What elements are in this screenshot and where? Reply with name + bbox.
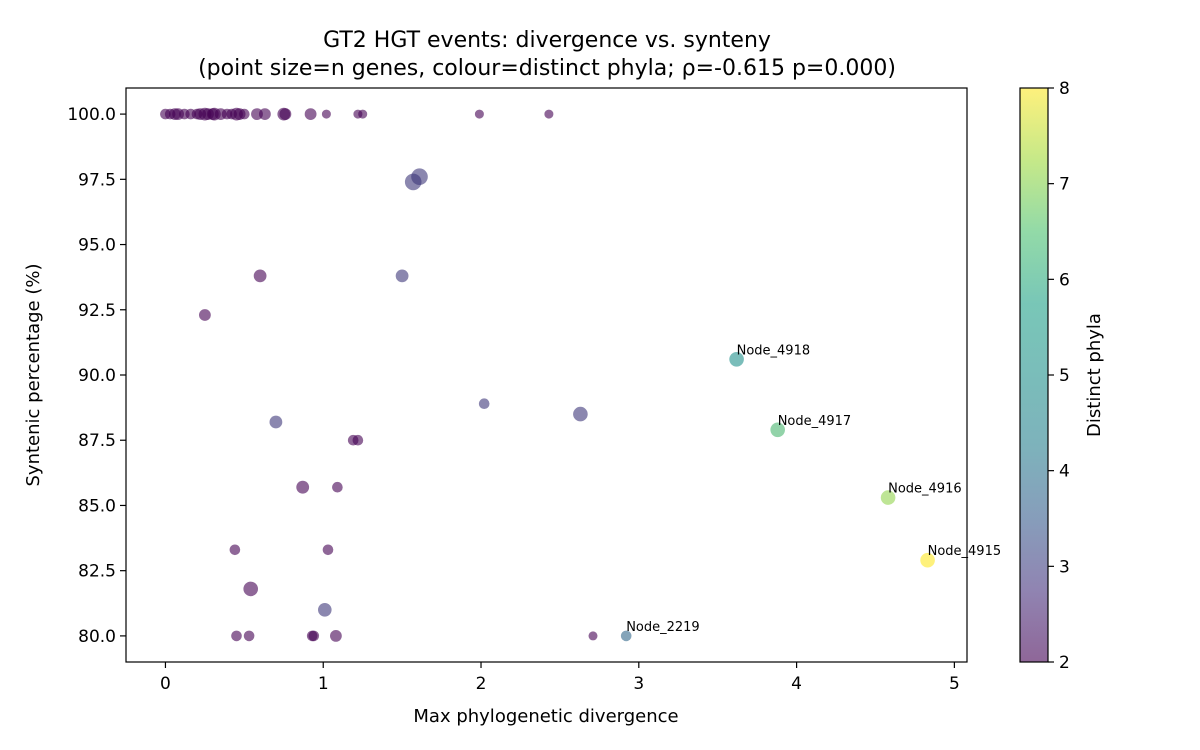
y-tick-label: 92.5 — [78, 301, 116, 321]
chart-title-line-1: GT2 HGT events: divergence vs. synteny — [323, 28, 771, 53]
data-point — [330, 630, 342, 642]
y-tick-label: 85.0 — [78, 496, 116, 516]
y-axis-label: Syntenic percentage (%) — [23, 264, 44, 487]
chart-title-line-2: (point size=n genes, colour=distinct phy… — [198, 56, 896, 81]
y-tick-label: 100.0 — [67, 105, 116, 125]
data-point — [231, 630, 242, 642]
x-tick-label: 4 — [791, 674, 802, 694]
data-point — [259, 108, 271, 120]
data-point — [920, 552, 935, 568]
data-point — [308, 630, 320, 642]
colorbar-tick-label: 3 — [1059, 557, 1070, 577]
data-point — [279, 108, 292, 120]
data-point — [304, 108, 317, 120]
point-label: Node_4917 — [778, 414, 852, 429]
x-axis: 0 1 2 3 4 5 — [160, 662, 960, 694]
x-axis-label: Max phylogenetic divergence — [413, 706, 678, 727]
data-point — [253, 269, 267, 283]
data-point — [332, 481, 343, 493]
x-tick-label: 3 — [633, 674, 644, 694]
y-axis: 80.0 82.5 85.0 87.5 90.0 92.5 95.0 97.5 100.0 — [67, 105, 126, 647]
data-point — [395, 269, 409, 283]
data-point — [588, 631, 598, 641]
data-point — [322, 544, 334, 556]
data-point — [318, 603, 332, 617]
data-point — [358, 109, 368, 119]
x-tick-label: 0 — [160, 674, 171, 694]
data-point — [239, 108, 250, 120]
colorbar-tick-label: 2 — [1059, 653, 1070, 673]
plot-frame — [125, 87, 968, 663]
data-point — [269, 415, 283, 429]
y-tick-label: 95.0 — [78, 236, 116, 256]
data-point — [411, 168, 428, 185]
point-labels-layer: Node_4918 Node_4917 Node_4916 Node_4915 Node… — [626, 343, 1001, 635]
colorbar-label: Distinct phyla — [1084, 313, 1105, 437]
data-point — [321, 109, 331, 119]
colorbar-axis: 2 3 4 5 6 7 8 — [1048, 79, 1070, 673]
colorbar-tick-label: 8 — [1059, 79, 1070, 99]
point-label: Node_2219 — [626, 620, 700, 635]
data-point — [544, 109, 554, 119]
colorbar-tick-label: 5 — [1059, 366, 1070, 386]
y-tick-label: 90.0 — [78, 366, 116, 386]
x-tick-label: 2 — [476, 674, 487, 694]
data-point — [880, 490, 896, 505]
colorbar — [1020, 88, 1048, 662]
data-point — [243, 630, 255, 642]
data-point — [199, 309, 211, 321]
point-label: Node_4916 — [888, 482, 962, 497]
y-tick-label: 87.5 — [78, 431, 116, 451]
point-label: Node_4915 — [928, 544, 1002, 559]
x-tick-label: 5 — [949, 674, 960, 694]
y-tick-label: 82.5 — [78, 562, 116, 582]
y-tick-label: 80.0 — [78, 627, 116, 647]
data-point — [243, 581, 258, 597]
data-point — [729, 352, 744, 367]
y-tick-label: 97.5 — [78, 170, 116, 190]
point-label: Node_4918 — [737, 343, 811, 358]
data-point — [770, 422, 785, 438]
colorbar-tick-label: 7 — [1059, 175, 1070, 195]
colorbar-tick-label: 4 — [1059, 462, 1070, 482]
data-point — [478, 398, 490, 410]
data-point — [352, 434, 364, 446]
data-point — [620, 630, 632, 642]
x-tick-label: 1 — [318, 674, 329, 694]
data-point — [573, 406, 588, 422]
data-point — [474, 109, 484, 119]
data-point — [229, 544, 241, 556]
data-point — [296, 480, 310, 494]
points-layer — [160, 107, 935, 642]
colorbar-tick-label: 6 — [1059, 270, 1070, 290]
